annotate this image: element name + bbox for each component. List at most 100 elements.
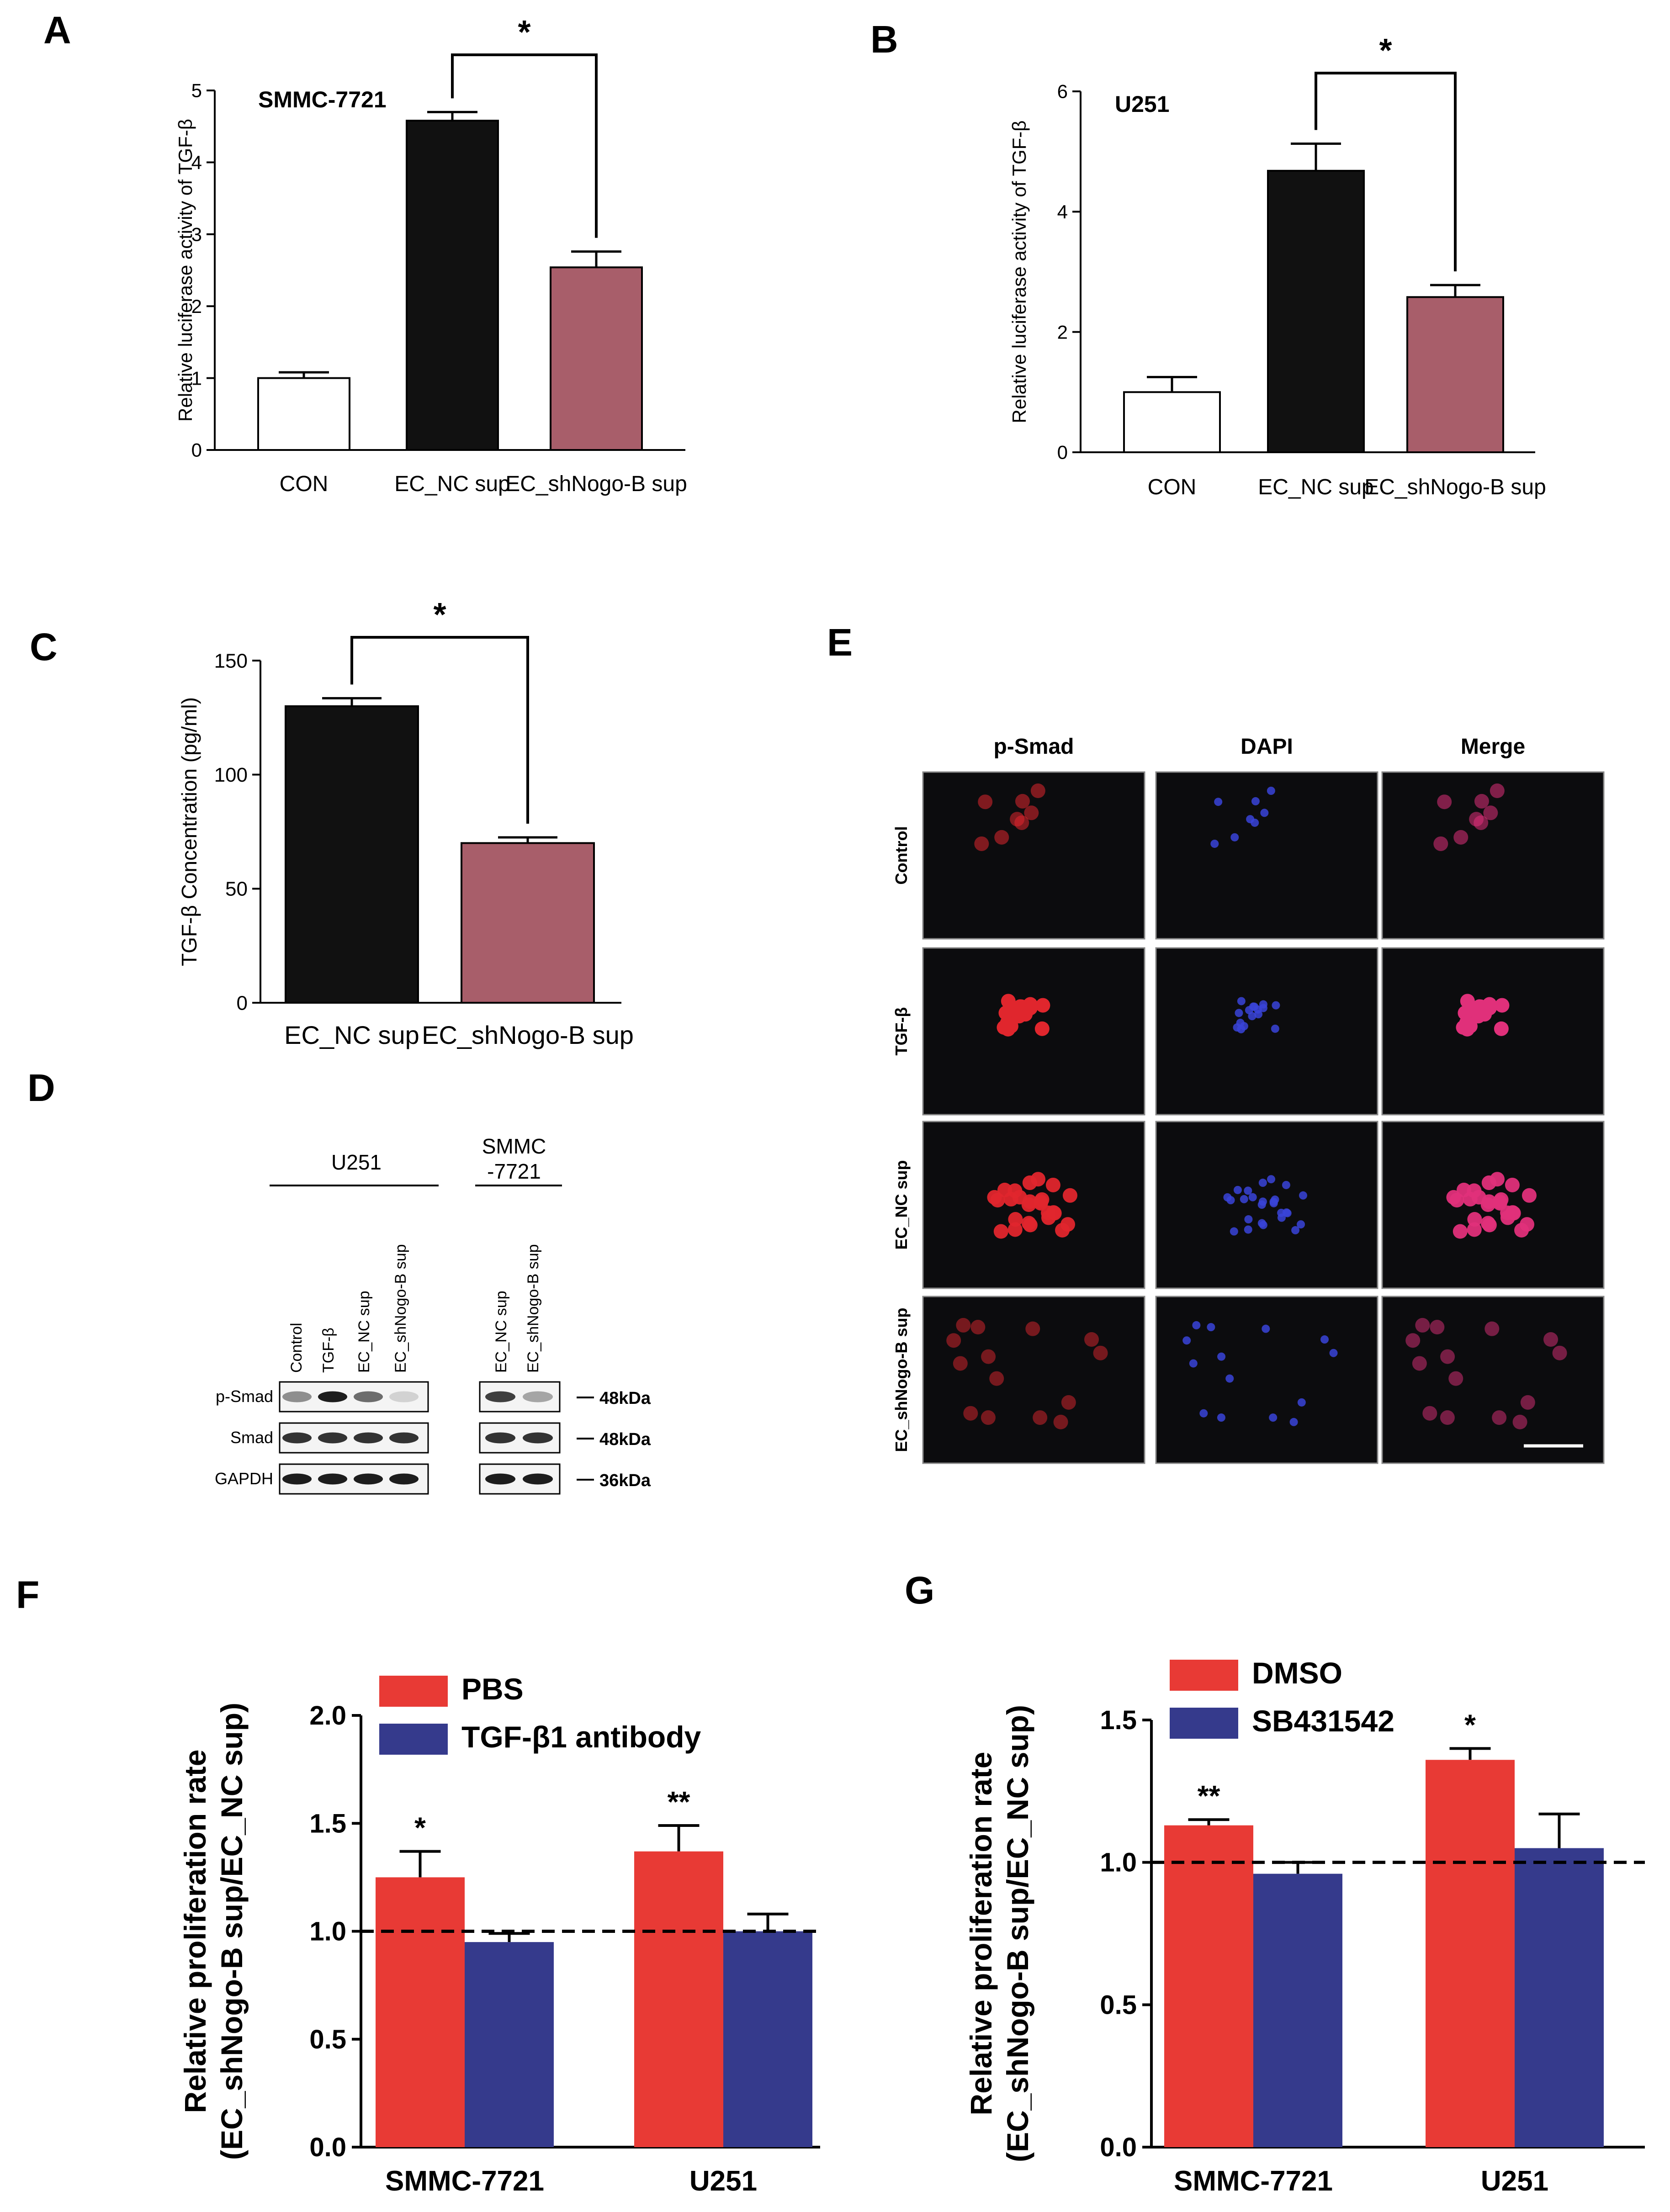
blot-band [485, 1391, 515, 1402]
blot-band [389, 1432, 419, 1444]
cell-nucleus [1500, 1210, 1515, 1225]
y-tick-label: 2 [1057, 321, 1068, 343]
micrograph-tile [1155, 771, 1378, 940]
legend-label: TGF-β1 antibody [461, 1720, 701, 1754]
group-label-u251: U251 [331, 1150, 382, 1174]
cell-nucleus [1003, 1019, 1018, 1034]
cell-nucleus [1035, 998, 1050, 1013]
cell-nucleus [1258, 1179, 1267, 1187]
significance-bracket [350, 636, 529, 824]
cell-nucleus [1244, 1225, 1252, 1234]
panel-label-f: F [16, 1573, 39, 1616]
panel-g-chart: 0.0 0.5 1.0 1.5 Relative proliferation rate(… [964, 1656, 1645, 2197]
significance-annotation: ** [668, 1785, 690, 1818]
cell-nucleus [946, 1333, 961, 1348]
cell-nucleus [953, 1356, 968, 1371]
bar-con [257, 377, 350, 451]
panel-label-a: A [43, 9, 71, 52]
bar-tgf-1-antibody [723, 1931, 812, 2147]
x-category-label: EC_shNogo-B sup [1364, 475, 1546, 499]
cell-nucleus [1262, 1324, 1270, 1333]
cell-nucleus [1453, 830, 1469, 845]
panel-b-chart: 0 2 4 6 Relative luciferase activity of TGF-… [1008, 32, 1546, 499]
cell-nucleus [1512, 1414, 1527, 1429]
cell-nucleus [1233, 1185, 1242, 1194]
significance-annotation: ** [1198, 1779, 1220, 1812]
cell-nucleus [1093, 1345, 1108, 1360]
y-tick-label: 2 [191, 296, 202, 317]
cell-nucleus [1030, 783, 1045, 798]
panel-d-western-blot: U251 SMMC-7721 Control TGF-β EC_NC sup EC_shN… [215, 1134, 651, 1495]
bar-con [1123, 391, 1221, 453]
cell-nucleus [1053, 1414, 1068, 1429]
cell-nucleus [1282, 1180, 1290, 1189]
significance-annotation: * [1464, 1708, 1476, 1741]
y-tick-label: 0 [191, 439, 202, 461]
cell-nucleus [1031, 1172, 1046, 1187]
cell-nucleus [1492, 1196, 1507, 1211]
micrograph-row-label: EC_shNogo-B sup [892, 1307, 911, 1452]
cell-nucleus [1453, 1224, 1468, 1239]
micrograph-column-label: p-Smad [993, 735, 1074, 759]
cell-nucleus [1182, 1336, 1191, 1345]
cell-nucleus [1008, 1212, 1023, 1227]
cell-nucleus [1034, 1021, 1050, 1036]
cell-nucleus [1440, 1410, 1455, 1425]
cell-nucleus [1015, 794, 1030, 809]
panel-e-micrographs: p-Smad DAPI Merge Control TGF-β EC_NC sup EC_s… [892, 735, 1605, 1464]
cell-nucleus [1045, 1177, 1060, 1192]
bar-pbs [376, 1877, 465, 2147]
cell-nucleus [1422, 1406, 1437, 1421]
panel-c-chart: 0 50 100 150 TGF-β Concentration (pg/ml) EC_N… [177, 597, 634, 1049]
cell-nucleus [1412, 1356, 1427, 1371]
cell-nucleus [1277, 1213, 1286, 1222]
bar-ec-nc-sup [406, 120, 499, 451]
chart-title: SMMC-7721 [258, 87, 387, 112]
blot-band [354, 1432, 383, 1444]
marker-size-label: 36kDa [599, 1471, 651, 1490]
y-tick-label: 6 [1057, 81, 1068, 102]
y-tick-label: 0.5 [309, 2025, 346, 2054]
cell-nucleus [987, 1190, 1002, 1205]
panel-label-c: C [30, 625, 58, 668]
group-label-smmc: SMMC [482, 1134, 546, 1158]
cell-nucleus [1474, 794, 1489, 809]
marker-size-label: 48kDa [599, 1430, 651, 1449]
cell-nucleus [994, 830, 1009, 845]
bar-dmso [1164, 1825, 1253, 2147]
cell-nucleus [1505, 1177, 1520, 1192]
cell-nucleus [1415, 1318, 1430, 1333]
legend-swatch [1170, 1660, 1238, 1691]
cell-nucleus [1246, 815, 1255, 824]
panel-label-d: D [27, 1066, 55, 1109]
cell-nucleus [1463, 1191, 1478, 1207]
cell-nucleus [1062, 1188, 1077, 1203]
cell-nucleus [1440, 1349, 1455, 1364]
cell-nucleus [1269, 1199, 1278, 1207]
cell-nucleus [1210, 839, 1219, 848]
cell-nucleus [1543, 1332, 1559, 1347]
cell-nucleus [1467, 1212, 1482, 1227]
cell-nucleus [1230, 833, 1239, 841]
cell-nucleus [1289, 1418, 1298, 1426]
cell-nucleus [1267, 786, 1275, 795]
cell-nucleus [1520, 1217, 1535, 1232]
y-tick-label: 1.5 [309, 1809, 346, 1838]
cell-nucleus [1250, 1002, 1259, 1011]
y-axis-label: Relative luciferase activity of TGF-β [175, 119, 196, 422]
chart-title: U251 [1115, 91, 1170, 117]
bar-ec-nc-sup [1267, 169, 1365, 453]
y-tick-label: 0.0 [1100, 2133, 1137, 2162]
cell-nucleus [1446, 1190, 1461, 1205]
panel-label-g: G [905, 1569, 934, 1612]
bar-ec-nc-sup [285, 705, 419, 1004]
blot-row-label: GAPDH [215, 1469, 273, 1488]
cell-nucleus [1084, 1332, 1099, 1347]
cell-nucleus [1492, 1410, 1507, 1425]
cell-nucleus [1244, 1215, 1253, 1224]
y-tick-label: 1.0 [309, 1917, 346, 1947]
micrograph-tile [922, 771, 1145, 940]
cell-nucleus [1437, 794, 1452, 810]
cell-nucleus [1484, 1321, 1500, 1336]
cell-nucleus [993, 1224, 1008, 1239]
